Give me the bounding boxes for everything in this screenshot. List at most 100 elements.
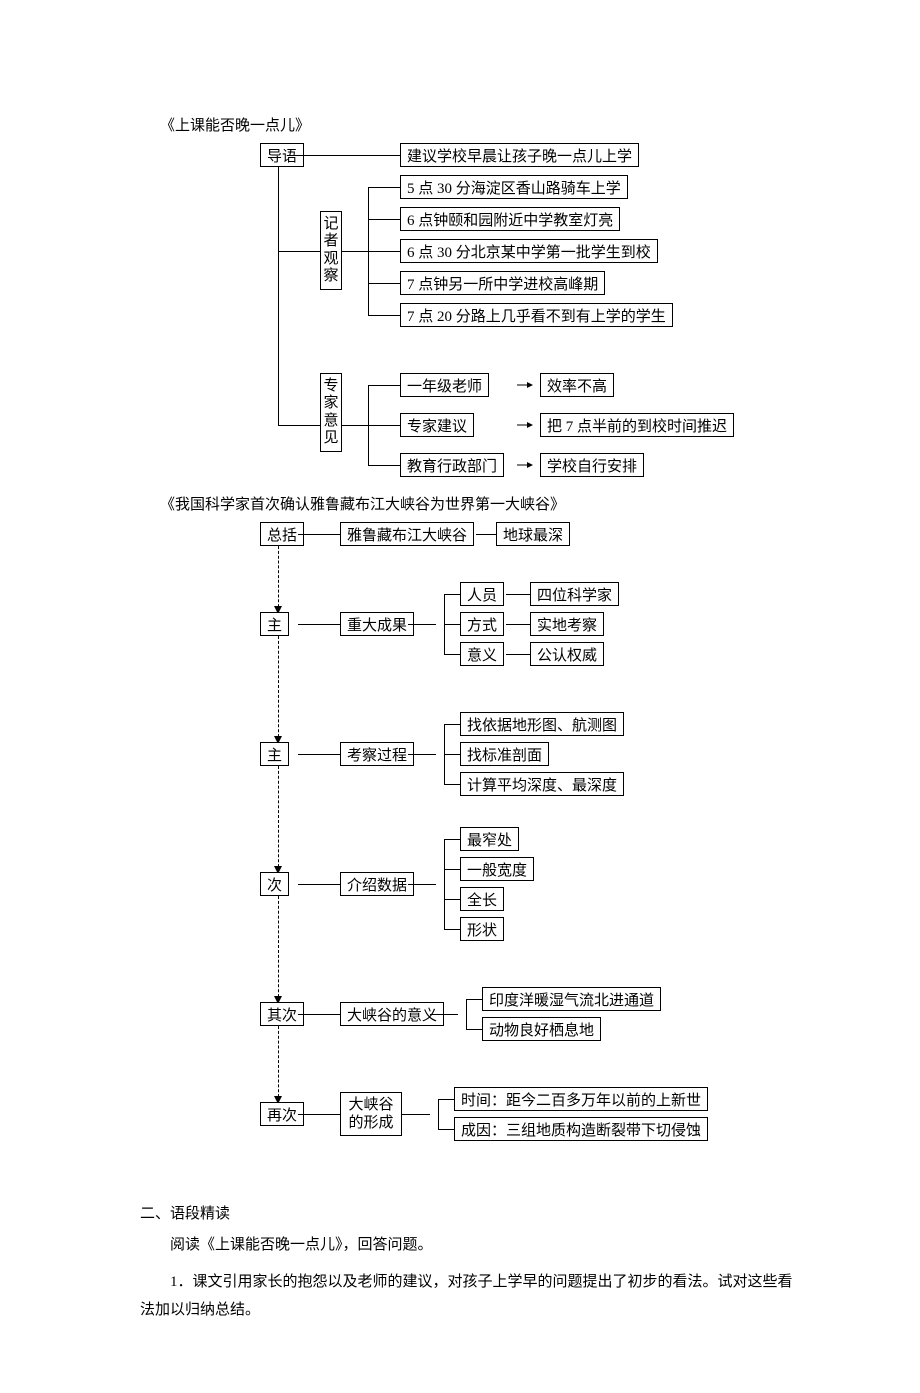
connector [278,251,320,252]
connector [368,283,400,284]
connector [278,766,279,872]
connector [444,724,460,725]
section-heading: 二、语段精读 [140,1202,800,1223]
connector [444,929,460,930]
leaf-box: 一般宽度 [460,857,534,881]
observer-item: 6 点 30 分北京某中学第一批学生到校 [400,239,658,263]
leaf-box: 印度洋暖湿气流北进通道 [482,987,661,1011]
connector [444,899,460,900]
connector [368,465,400,466]
mid-box: 考察过程 [340,742,414,766]
article2-title: 《我国科学家首次确认雅鲁藏布江大峡谷为世界第一大峡谷》 [160,493,800,514]
connector [298,624,340,625]
connector [466,999,482,1000]
diagram-1: 导语 建议学校早晨让孩子晚一点儿上学 记 者 观 察 5 点 30 分海淀区香山… [260,143,860,473]
connector [506,624,530,625]
expert-key: 一年级老师 [400,373,489,397]
connector [430,1014,458,1015]
expert-val: 学校自行安排 [540,453,644,477]
mid-box: 介绍数据 [340,872,414,896]
connector [278,636,279,742]
char: 专 [324,378,339,395]
mid-box: 雅鲁藏布江大峡谷 [340,522,474,546]
paragraph: 阅读《上课能否晚一点儿》，回答问题。 [140,1231,800,1260]
leaf-box: 时间：距今二百多万年以前的上新世 [454,1087,708,1111]
connector [444,754,460,755]
connector [368,425,400,426]
connector [466,1029,482,1030]
paragraph: 1．课文引用家长的抱怨以及老师的建议，对孩子上学早的问题提出了初步的看法。试对这… [140,1268,800,1325]
leaf-box: 全长 [460,887,504,911]
leaf-box: 形状 [460,917,504,941]
leaf-key: 人员 [460,582,504,606]
page: 《上课能否晚一点儿》 导语 建议学校早晨让孩子晚一点儿上学 记 者 观 察 5 … [0,0,920,1393]
arrow-right-icon [517,380,533,390]
tag-box: 主 [260,612,289,636]
connector [438,1099,439,1129]
lead-target-box: 建议学校早晨让孩子晚一点儿上学 [400,143,639,167]
char: 者 [324,233,339,250]
connector [444,624,460,625]
leaf-key: 意义 [460,642,504,666]
connector [342,425,368,426]
char: 家 [324,395,339,412]
leaf-val: 四位科学家 [530,582,619,606]
leaf-box: 找标准剖面 [460,742,549,766]
connector [298,1014,340,1015]
connector [402,1114,430,1115]
char: 察 [324,268,339,285]
connector [408,624,436,625]
connector [506,654,530,655]
connector [368,219,400,220]
leaf-box: 计算平均深度、最深度 [460,772,624,796]
connector [278,167,279,425]
connector [278,546,279,612]
connector [444,784,460,785]
connector [444,839,445,929]
connector [278,425,320,426]
connector [298,884,340,885]
connector [408,884,436,885]
mid-box-tall: 大峡谷 的形成 [340,1092,402,1136]
leaf-box: 成因：三组地质构造断裂带下切侵蚀 [454,1117,708,1141]
mid-line: 的形成 [348,1114,393,1132]
leaf-val: 公认权威 [530,642,604,666]
char: 见 [324,430,339,447]
expert-key: 专家建议 [400,413,474,437]
expert-key: 教育行政部门 [400,453,504,477]
diagram-2: 总括 雅鲁藏布江大峡谷 地球最深 主 重大成果 人员 方式 意义 四位科学家 实… [230,522,870,1172]
connector [278,896,279,1002]
leaf-val: 实地考察 [530,612,604,636]
connector [278,1026,279,1102]
leaf-box: 找依据地形图、航测图 [460,712,624,736]
tag-box: 主 [260,742,289,766]
connector [466,999,467,1029]
mid-line: 大峡谷 [348,1096,393,1114]
expert-val: 把 7 点半前的到校时间推迟 [540,413,734,437]
leaf-box: 最窄处 [460,827,519,851]
arrow-right-icon [517,460,533,470]
arrow-right-icon [517,420,533,430]
expert-val: 效率不高 [540,373,614,397]
connector [298,534,340,535]
char: 记 [324,216,339,233]
observer-item: 5 点 30 分海淀区香山路骑车上学 [400,175,628,199]
observer-item: 6 点钟颐和园附近中学教室灯亮 [400,207,620,231]
connector [438,1099,454,1100]
observer-item: 7 点钟另一所中学进校高峰期 [400,271,605,295]
leaf-box: 动物良好栖息地 [482,1017,601,1041]
observer-item: 7 点 20 分路上几乎看不到有上学的学生 [400,303,673,327]
observer-box: 记 者 观 察 [320,211,342,290]
connector [444,869,460,870]
connector [444,654,460,655]
char: 观 [324,251,339,268]
connector [296,155,400,156]
connector [476,534,496,535]
tag-box: 次 [260,872,289,896]
connector [444,839,460,840]
connector [368,385,400,386]
connector [506,594,530,595]
connector [408,754,436,755]
mid-box: 大峡谷的意义 [340,1002,444,1026]
connector [438,1129,454,1130]
